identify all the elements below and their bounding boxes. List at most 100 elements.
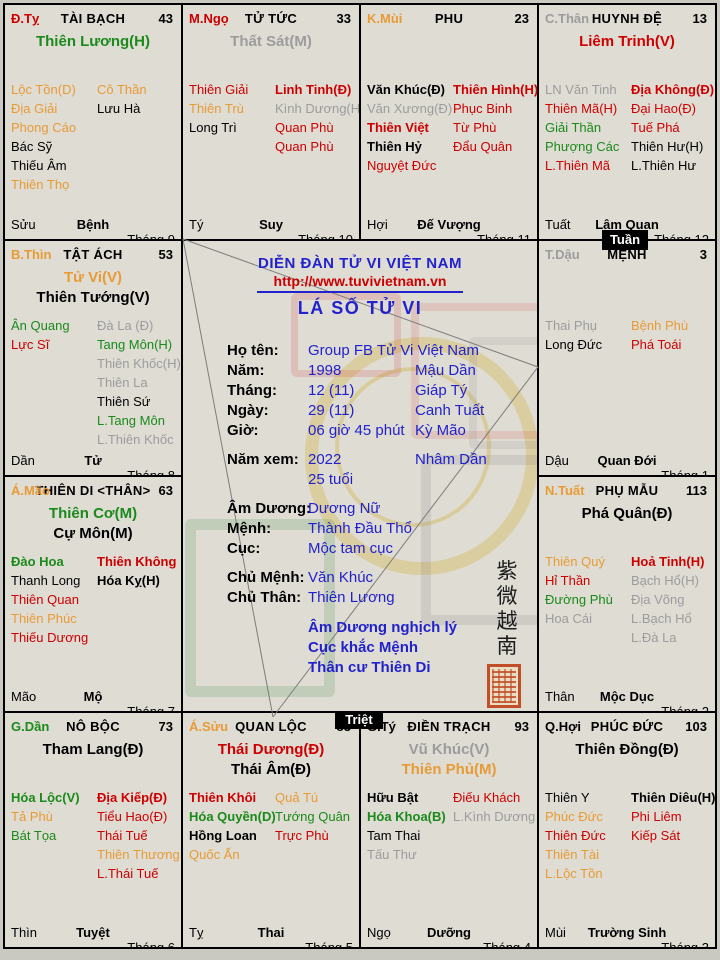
palace-number: 23 [514, 11, 529, 26]
star-label: Thiên Hình(H) [453, 82, 537, 97]
palace-month: Tháng 1 [661, 468, 709, 475]
star-label: Văn Khúc(Đ) [367, 82, 445, 97]
palace-header: Á.Sửu QUAN LỘC 83 [183, 713, 359, 736]
info-label: Họ tên: [227, 342, 279, 359]
palace-star-column-right: Địa Kiếp(Đ) Tiểu Hao(Đ) Thái Tuế Thiên Thươ… [97, 788, 181, 883]
center-info-panel: DIỄN ĐÀN TỬ VI VIỆT NAM http://www.tuviv… [183, 241, 537, 711]
info-row: Chủ Thân: Thiên Lương [183, 589, 537, 609]
palace-footer: Dần Tử Tháng 8 [5, 453, 181, 475]
info-label: Ngày: [227, 402, 269, 419]
palace-month: Tháng 6 [127, 940, 175, 947]
star-label: Hóa Quyền(D) [189, 809, 276, 824]
star-label: Phi Liêm [631, 809, 682, 824]
tuvi-chart-board: DIỄN ĐÀN TỬ VI VIỆT NAM http://www.tuviv… [3, 3, 717, 949]
main-star: Phá Quân(Đ) [581, 505, 673, 522]
star-label: Thiên Mã(H) [545, 101, 618, 116]
info-row: Họ tên: Group FB Tử Vi Việt Nam [183, 342, 537, 362]
palace-star-column-left: Hữu Bật Hóa Khoa(B) Tam Thai Tấu Thư [367, 788, 453, 864]
palace-star-column-right: Bệnh Phù Phá Toái [631, 316, 715, 354]
palace-cycle-stage: Đế Vượng [417, 217, 481, 232]
palace-star-columns: Hóa Lộc(V) Tả Phù Bát Tọa Địa Kiếp(Đ) Tiểu … [5, 785, 181, 883]
triet-badge: Triệt [335, 711, 383, 729]
star-label: Đẩu Quân [453, 139, 513, 154]
main-star: Liêm Trinh(V) [579, 33, 675, 50]
palace-stem-branch-label: M.Ngọ [189, 11, 229, 26]
info-row: Cục: Mộc tam cục [183, 540, 537, 560]
palace-footer: Tuất Lâm Quan Tháng 12 [539, 217, 715, 239]
palace-main-stars: Tham Lang(Đ) [5, 736, 181, 785]
palace-month: Tháng 5 [305, 940, 353, 947]
palace-menh: T.Dậu MỆNH 3 Thai Phụ Long Đức Bệnh Phù Ph… [539, 241, 715, 475]
palace-header: T.Dậu MỆNH 3 [539, 241, 715, 264]
info-value: 1998 [308, 362, 342, 379]
palace-header: M.Ngọ TỬ TỨC 33 [183, 5, 359, 28]
palace-main-stars: Thất Sát(M) [183, 28, 359, 77]
main-star: Tham Lang(Đ) [42, 741, 144, 758]
info-row: 25 tuổi [183, 471, 537, 491]
palace-name: PHÚC ĐỨC [590, 719, 664, 734]
palace-main-stars: Phá Quân(Đ) [539, 500, 715, 549]
star-label: Thiên Y [545, 790, 590, 805]
palace-cycle-stage: Tuyệt [76, 925, 110, 940]
star-label: Linh Tinh(Đ) [275, 82, 352, 97]
palace-star-columns: Văn Khúc(Đ) Văn Xương(Đ) Thiên Việt Thiên H… [361, 77, 537, 175]
forum-url-link[interactable]: http://www.tuvivietnam.vn [273, 273, 447, 289]
star-label: Thiếu Dương [11, 630, 89, 645]
palace-number: 63 [158, 483, 173, 498]
palace-star-columns: Đào Hoa Thanh Long Thiên Quan Thiên Phúc Thi… [5, 549, 181, 647]
birth-info-rows: Họ tên: Group FB Tử Vi Việt Nam Năm: 1998 Mậ… [183, 342, 537, 679]
star-label: Cô Thần [97, 82, 147, 97]
palace-footer: Ngọ Dưỡng Tháng 4 [361, 925, 537, 947]
info-row: Năm xem: 2022 Nhâm Dần [183, 451, 537, 471]
star-label: Thiên Tài [545, 847, 599, 862]
vertical-char: 紫 [496, 559, 518, 583]
info-label: Cục: [227, 540, 261, 557]
star-label: Thiên Diêu(H) [631, 790, 715, 805]
seal-stamp [487, 664, 521, 708]
star-label: Kiếp Sát [631, 828, 681, 843]
palace-header: C.Thân HUYNH ĐỆ 13 [539, 5, 715, 28]
palace-name: PHU [434, 11, 464, 26]
star-label: Long Đức [545, 337, 603, 352]
palace-main-stars: Vũ Khúc(V) Thiên Phủ(M) [361, 736, 537, 785]
star-label: Bệnh Phù [631, 318, 689, 333]
palace-cycle-stage: Suy [259, 217, 283, 232]
palace-star-columns: Thiên Y Phúc Đức Thiên Đức Thiên Tài L.Lộc T… [539, 785, 715, 883]
info-value: 29 (11) [308, 402, 355, 419]
palace-branch: Hợi [367, 217, 388, 232]
palace-stem-branch-label: G.Dần [11, 719, 50, 734]
palace-cycle-stage: Thai [257, 925, 285, 940]
star-label: Đào Hoa [11, 554, 64, 569]
tuan-badge: Tuần [602, 230, 648, 250]
palace-name: HUYNH ĐỆ [591, 11, 663, 26]
star-label: Hóa Khoa(B) [367, 809, 446, 824]
palace-name: TỬ TỨC [244, 11, 298, 26]
info-row: Mệnh: Thành Đầu Thổ [183, 520, 537, 540]
palace-branch: Tuất [545, 217, 571, 232]
star-label: Trực Phù [275, 828, 329, 843]
palace-number: 3 [699, 247, 707, 262]
star-label: Bạch Hổ(H) [631, 573, 699, 588]
star-label: Thiên Thọ [11, 177, 70, 192]
palace-footer: Dậu Quan Đới Tháng 1 [539, 453, 715, 475]
palace-tu-tuc: M.Ngọ TỬ TỨC 33 Thất Sát(M) Thiên Giải Th… [183, 5, 359, 239]
main-star: Thất Sát(M) [230, 33, 312, 50]
palace-phuc-duc: Q.Hợi PHÚC ĐỨC 103 Thiên Đồng(Đ) Thiên Y… [539, 713, 715, 947]
palace-star-column-left: Đào Hoa Thanh Long Thiên Quan Thiên Phúc Thi… [11, 552, 97, 647]
palace-cycle-stage: Bệnh [76, 217, 110, 232]
main-star: Thái Dương(Đ) [217, 741, 325, 758]
info-row: Năm: 1998 Mậu Dần [183, 362, 537, 382]
palace-footer: Thân Mộc Dục Tháng 2 [539, 689, 715, 711]
palace-name: QUAN LỘC [235, 719, 307, 734]
palace-star-column-right: Cô Thần Lưu Hà [97, 80, 181, 194]
star-label: Thiên La [97, 375, 148, 390]
palace-branch: Dậu [545, 453, 569, 468]
star-label: Hoa Cái [545, 611, 592, 626]
star-label: Địa Giải [11, 101, 58, 116]
vertical-brand-text: 紫微越南 [492, 559, 522, 659]
main-star: Thiên Tướng(V) [36, 289, 150, 306]
palace-month: Tháng 10 [298, 232, 353, 239]
palace-cycle-stage: Tử [84, 453, 102, 468]
palace-footer: Tý Suy Tháng 10 [183, 217, 359, 239]
star-label: Thiên Phúc [11, 611, 77, 626]
